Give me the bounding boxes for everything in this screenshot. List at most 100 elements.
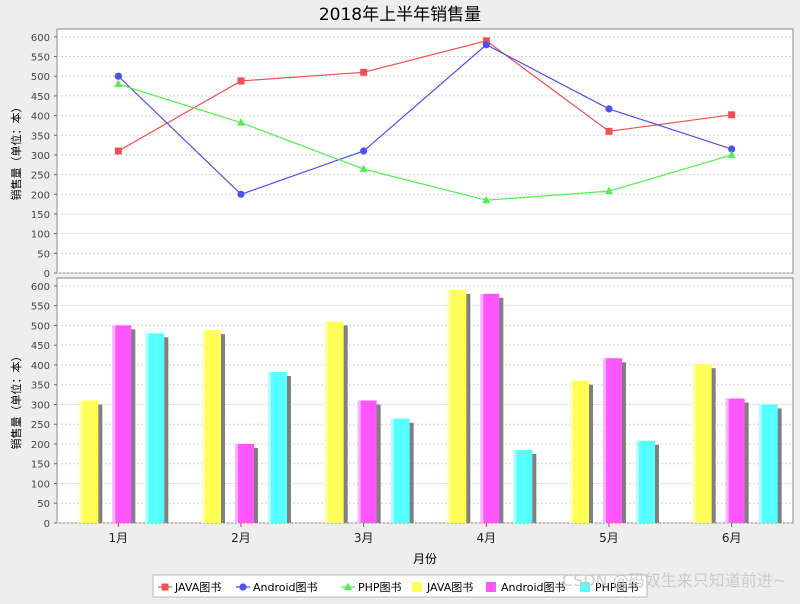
bar-highlight: [145, 333, 149, 523]
bar-highlight: [357, 400, 361, 523]
bar: [513, 449, 533, 523]
y-tick-label: 550: [31, 53, 50, 64]
x-tick-label: 5月: [599, 531, 619, 545]
legend-box: [152, 574, 648, 598]
series-line-1: [117, 44, 732, 195]
y-tick-label: 200: [31, 190, 50, 201]
bar: [235, 443, 254, 523]
x-tick-label: 6月: [722, 531, 742, 545]
bar: [79, 400, 99, 523]
bar: [145, 333, 165, 523]
bar: [480, 293, 500, 523]
x-tick-label: 1月: [109, 531, 129, 545]
line-plot-area: [56, 28, 794, 274]
bar-highlight: [447, 289, 451, 523]
line-point: [728, 145, 736, 153]
bar-highlight: [692, 364, 696, 523]
legend-marker: [239, 583, 247, 591]
series-line-0: [118, 40, 732, 152]
bar-highlight: [202, 330, 205, 523]
bar-highlight: [570, 380, 573, 523]
bar-y-axis-label: 销售量（单位：本）: [9, 351, 23, 450]
legend: JAVA图书 Android图书 PHP图书 JAVA图书 Android图书 PHP图书: [158, 581, 639, 594]
legend-label: PHP图书: [595, 581, 639, 594]
bar: [112, 325, 132, 523]
line-point: [728, 111, 736, 119]
line-y-ticks: 0 50 100 150 200 250 300 350 400 450 500 550 600: [31, 33, 57, 280]
y-tick-label: 450: [31, 92, 50, 103]
bar-highlight: [513, 449, 517, 523]
legend-label: JAVA图书: [174, 581, 221, 594]
legend-marker: [344, 582, 352, 590]
bar: [570, 380, 589, 523]
series-line-2: [118, 83, 732, 201]
bar: [357, 400, 377, 523]
y-tick-label: 600: [31, 33, 50, 44]
legend-swatch: [412, 582, 422, 592]
y-tick-label: 250: [31, 171, 50, 182]
y-tick-label: 100: [31, 479, 50, 490]
legend-label: Android图书: [253, 581, 318, 594]
legend-label: PHP图书: [358, 581, 402, 594]
y-tick-label: 200: [31, 440, 50, 451]
y-tick-label: 500: [31, 321, 50, 332]
bar-highlight: [603, 358, 606, 523]
bar-highlight: [480, 293, 484, 523]
legend-marker: [161, 583, 169, 591]
bar: [692, 364, 712, 523]
line-point: [727, 150, 736, 158]
line-point: [114, 72, 122, 80]
bar: [202, 330, 221, 523]
line-point: [360, 147, 368, 155]
bar-highlight: [79, 400, 83, 523]
bar: [636, 440, 655, 523]
line-point: [482, 37, 490, 45]
bar-highlight: [268, 372, 271, 523]
y-tick-label: 350: [31, 381, 50, 392]
bar: [324, 321, 344, 523]
bar: [447, 289, 467, 523]
y-tick-label: 550: [31, 302, 50, 313]
bar: [603, 358, 622, 523]
bar-grid: [57, 285, 793, 524]
bar-highlight: [112, 325, 116, 523]
line-point: [605, 186, 613, 195]
bar: [725, 398, 745, 523]
x-tick-label: 3月: [354, 531, 374, 545]
y-tick-label: 600: [31, 282, 50, 293]
x-tick-label: 4月: [477, 531, 497, 545]
bar-highlight: [235, 443, 238, 523]
line-y-axis-label: 销售量（单位：本）: [9, 102, 23, 201]
bar-highlight: [324, 321, 328, 523]
y-tick-label: 300: [31, 151, 50, 162]
y-tick-label: 0: [44, 269, 50, 280]
y-tick-label: 350: [31, 131, 50, 142]
y-tick-label: 100: [31, 230, 50, 241]
line-point: [605, 127, 613, 135]
bar-series: [79, 289, 782, 523]
y-tick-label: 450: [31, 341, 50, 352]
x-tick-label: 2月: [231, 531, 251, 545]
bar-highlight: [725, 398, 729, 523]
y-tick-label: 250: [31, 420, 50, 431]
bar: [758, 404, 778, 523]
y-tick-label: 150: [31, 210, 50, 221]
line-point: [237, 77, 245, 85]
line-point: [482, 41, 490, 49]
line-point: [237, 118, 245, 126]
y-tick-label: 150: [31, 460, 50, 471]
legend-label: Android图书: [501, 581, 566, 594]
y-tick-label: 400: [31, 112, 50, 123]
y-tick-label: 50: [37, 499, 50, 510]
legend-swatch: [486, 582, 496, 592]
y-tick-label: 50: [37, 249, 50, 260]
bar-highlight: [390, 418, 394, 523]
legend-swatch: [580, 582, 590, 592]
y-tick-label: 400: [31, 361, 50, 372]
line-series: [114, 37, 736, 204]
legend-label: JAVA图书: [426, 581, 473, 594]
line-point: [114, 147, 122, 155]
x-axis-label: 月份: [413, 552, 437, 566]
line-point: [237, 190, 245, 198]
